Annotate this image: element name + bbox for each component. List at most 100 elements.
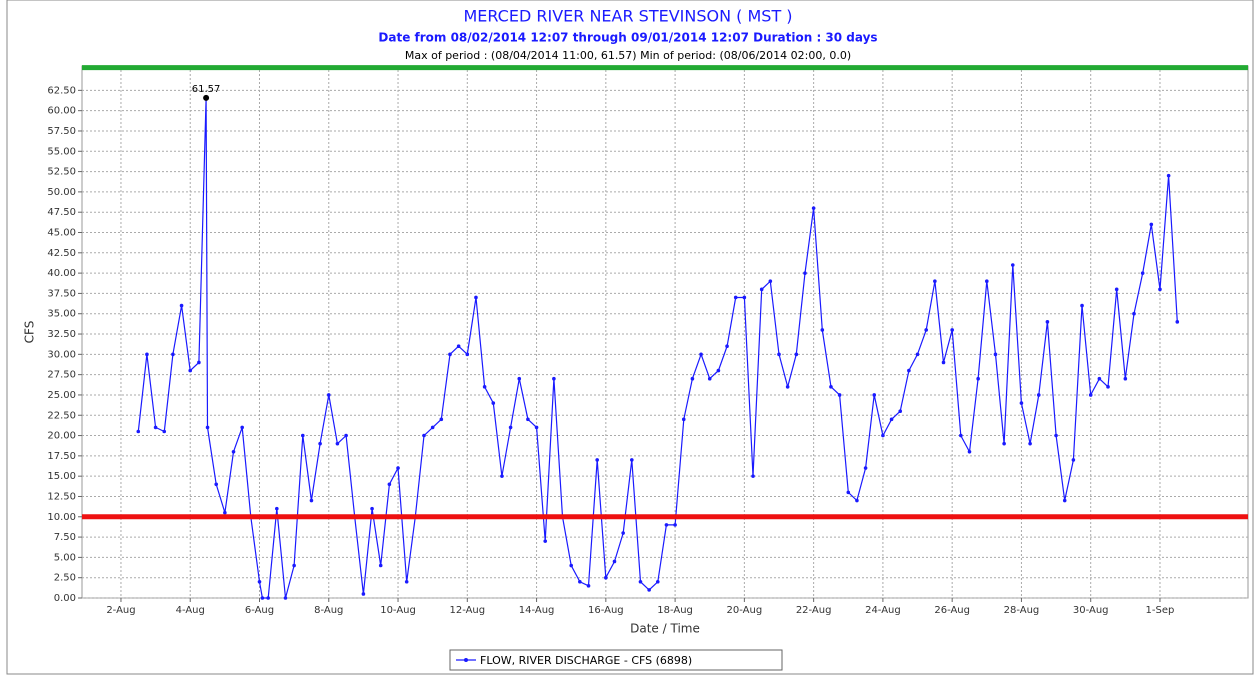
data-point bbox=[959, 433, 963, 438]
x-tick-label: 12-Aug bbox=[449, 605, 485, 616]
x-tick-label: 26-Aug bbox=[934, 605, 970, 616]
data-point bbox=[803, 271, 807, 275]
data-point bbox=[707, 376, 712, 381]
y-tick-label: 27.50 bbox=[47, 370, 76, 381]
chart-subtitle: Date from 08/02/2014 12:07 through 09/01… bbox=[378, 31, 877, 45]
y-tick-label: 30.00 bbox=[47, 349, 76, 360]
data-point bbox=[941, 360, 946, 365]
data-point bbox=[846, 490, 851, 495]
data-point bbox=[664, 523, 669, 527]
data-point bbox=[1054, 433, 1058, 438]
x-tick-label: 28-Aug bbox=[1004, 605, 1040, 616]
data-point bbox=[335, 441, 340, 446]
y-tick-label: 5.00 bbox=[54, 552, 76, 563]
data-point bbox=[1010, 263, 1015, 267]
data-point bbox=[638, 579, 643, 584]
data-point bbox=[448, 352, 452, 357]
data-point bbox=[1123, 376, 1128, 381]
y-tick-label: 62.50 bbox=[47, 85, 76, 96]
data-point bbox=[508, 425, 513, 430]
data-point bbox=[967, 450, 972, 454]
data-point bbox=[915, 352, 920, 357]
data-point bbox=[231, 450, 236, 454]
y-tick-label: 50.00 bbox=[47, 187, 76, 198]
data-point bbox=[759, 287, 764, 292]
x-axis-label: Date / Time bbox=[630, 622, 700, 636]
data-point bbox=[283, 596, 288, 600]
data-point bbox=[889, 417, 894, 422]
data-point bbox=[266, 596, 270, 600]
data-point bbox=[145, 352, 149, 357]
data-point bbox=[260, 596, 265, 600]
data-point bbox=[924, 328, 928, 332]
data-point bbox=[378, 563, 383, 568]
x-tick-label: 8-Aug bbox=[314, 605, 343, 616]
data-point bbox=[1106, 385, 1110, 389]
data-point bbox=[647, 588, 651, 592]
data-point bbox=[1071, 458, 1076, 462]
x-tick-label: 30-Aug bbox=[1073, 605, 1109, 616]
data-point bbox=[837, 393, 842, 397]
y-tick-label: 60.00 bbox=[47, 106, 76, 117]
data-point bbox=[474, 295, 478, 300]
y-axis-label: CFS bbox=[23, 321, 37, 344]
frame bbox=[6, 0, 1254, 675]
data-point bbox=[171, 352, 175, 357]
y-tick-label: 22.50 bbox=[47, 410, 76, 421]
data-point bbox=[907, 368, 911, 373]
max-point bbox=[203, 94, 210, 101]
data-point bbox=[292, 563, 296, 568]
x-tick-label: 14-Aug bbox=[519, 605, 555, 616]
data-point bbox=[604, 575, 608, 580]
data-point bbox=[1036, 393, 1041, 397]
data-point bbox=[430, 425, 435, 430]
data-point bbox=[326, 393, 331, 397]
data-point bbox=[404, 579, 409, 584]
y-tick-label: 32.50 bbox=[47, 329, 76, 340]
data-point bbox=[1158, 287, 1162, 292]
data-point bbox=[534, 425, 539, 430]
x-tick-label: 24-Aug bbox=[865, 605, 901, 616]
data-point bbox=[257, 579, 262, 584]
data-point bbox=[811, 206, 816, 210]
data-point bbox=[517, 376, 522, 381]
y-tick-label: 12.50 bbox=[47, 491, 76, 502]
data-point bbox=[881, 433, 885, 438]
data-point bbox=[1019, 401, 1024, 405]
data-point bbox=[188, 368, 193, 373]
data-point bbox=[309, 498, 314, 503]
data-point bbox=[794, 352, 799, 357]
data-point bbox=[197, 360, 201, 365]
data-point bbox=[855, 498, 859, 503]
data-point bbox=[344, 433, 348, 438]
data-point bbox=[785, 385, 790, 389]
data-point bbox=[491, 401, 496, 405]
data-point bbox=[985, 279, 989, 284]
y-tick-label: 42.50 bbox=[47, 248, 76, 259]
data-point bbox=[699, 352, 703, 357]
y-tick-label: 37.50 bbox=[47, 288, 76, 299]
data-point bbox=[621, 531, 625, 535]
data-point bbox=[422, 433, 426, 438]
data-point bbox=[655, 579, 660, 584]
data-point bbox=[768, 279, 773, 284]
data-point bbox=[214, 482, 219, 487]
data-point bbox=[1175, 320, 1180, 324]
data-point bbox=[439, 417, 444, 422]
data-point bbox=[153, 425, 158, 430]
data-point bbox=[275, 506, 279, 511]
data-point bbox=[1149, 222, 1154, 227]
data-point bbox=[1114, 287, 1119, 292]
x-tick-label: 20-Aug bbox=[727, 605, 763, 616]
data-point bbox=[300, 433, 305, 438]
x-tick-label: 22-Aug bbox=[796, 605, 832, 616]
data-point bbox=[482, 385, 487, 389]
chart-title: MERCED RIVER NEAR STEVINSON ( MST ) bbox=[463, 7, 792, 26]
legend-label: FLOW, RIVER DISCHARGE - CFS (6898) bbox=[480, 654, 692, 667]
y-tick-label: 2.50 bbox=[54, 573, 76, 584]
data-point bbox=[898, 409, 903, 413]
data-point bbox=[681, 417, 686, 422]
data-point bbox=[456, 344, 461, 349]
y-tick-label: 0.00 bbox=[54, 593, 76, 604]
